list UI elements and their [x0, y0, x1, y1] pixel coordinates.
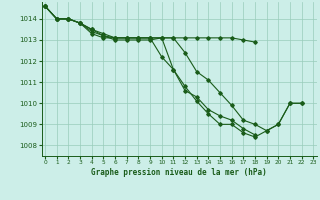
X-axis label: Graphe pression niveau de la mer (hPa): Graphe pression niveau de la mer (hPa) — [91, 168, 267, 177]
